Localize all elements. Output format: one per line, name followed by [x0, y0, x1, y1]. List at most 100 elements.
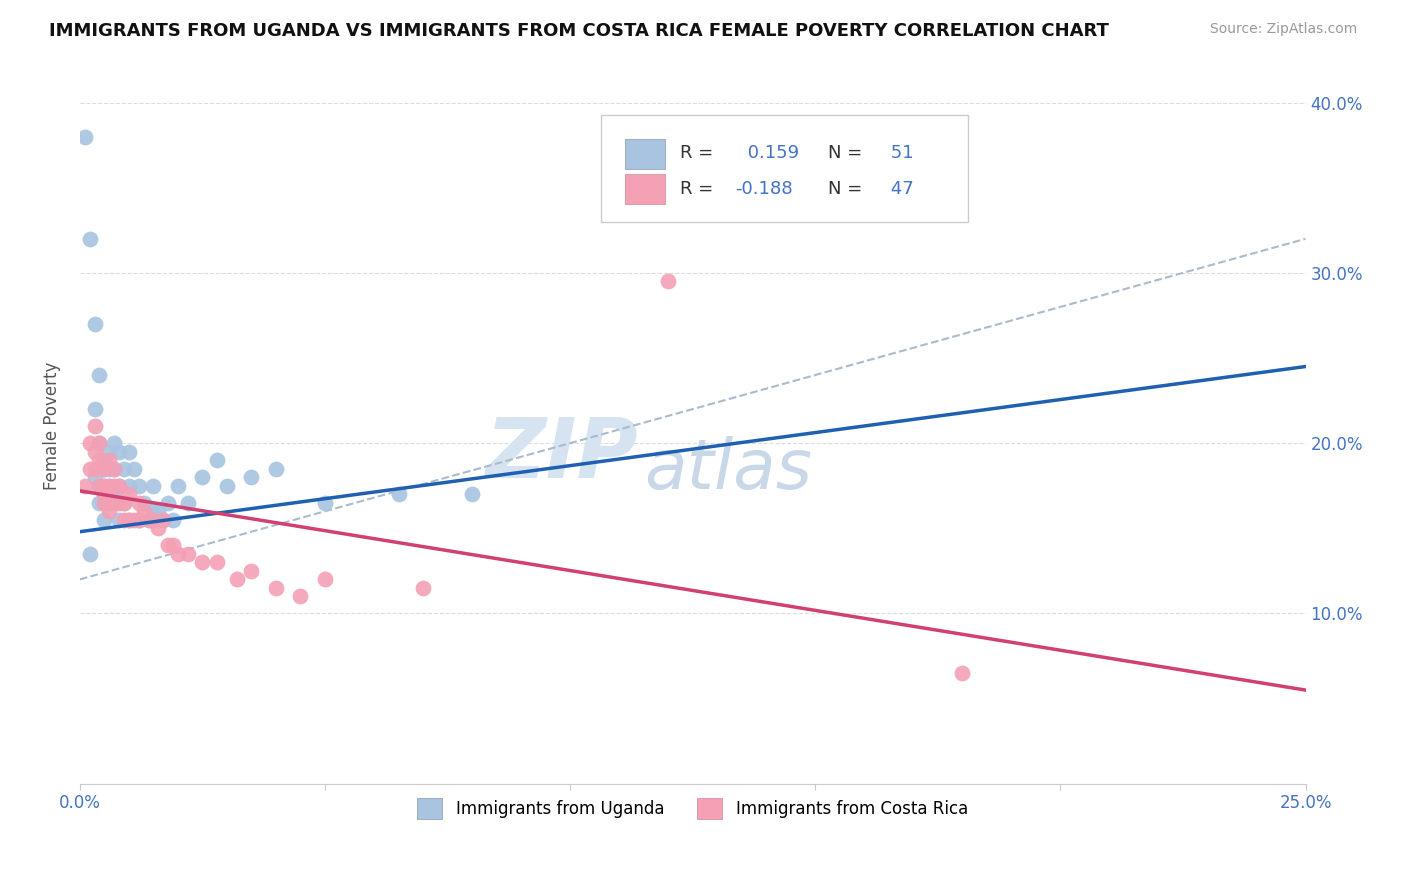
Text: R =: R =: [681, 179, 720, 198]
Point: [98, 504, 121, 518]
Point: [290, 590, 312, 604]
Point: [118, 513, 141, 527]
Point: [93, 487, 115, 501]
Point: [142, 504, 165, 518]
Text: R =: R =: [681, 144, 720, 162]
Point: [138, 513, 160, 527]
Point: [132, 504, 155, 518]
Point: [89, 368, 111, 382]
Point: [122, 461, 145, 475]
Point: [112, 461, 135, 475]
Point: [83, 470, 105, 484]
Point: [264, 581, 287, 595]
Point: [98, 479, 121, 493]
Point: [461, 487, 484, 501]
Point: [205, 453, 228, 467]
Point: [108, 479, 131, 493]
Point: [162, 513, 184, 527]
Point: [93, 513, 115, 527]
Point: [89, 453, 111, 467]
Point: [950, 666, 973, 681]
Point: [98, 496, 121, 510]
Point: [118, 444, 141, 458]
Text: 0.159: 0.159: [742, 144, 799, 162]
Point: [148, 521, 170, 535]
Text: ZIP: ZIP: [485, 414, 637, 495]
Point: [93, 461, 115, 475]
Point: [240, 470, 263, 484]
Point: [657, 274, 679, 288]
Point: [98, 479, 121, 493]
Text: N =: N =: [828, 179, 868, 198]
Point: [240, 564, 263, 578]
Point: [412, 581, 434, 595]
Point: [79, 461, 101, 475]
Point: [148, 504, 170, 518]
Point: [93, 479, 115, 493]
Point: [79, 436, 101, 450]
Point: [387, 487, 409, 501]
Point: [152, 513, 174, 527]
Point: [112, 513, 135, 527]
Point: [314, 496, 336, 510]
Point: [73, 479, 96, 493]
Text: N =: N =: [828, 144, 868, 162]
Point: [142, 513, 165, 527]
Point: [79, 547, 101, 561]
Point: [128, 479, 150, 493]
Point: [112, 496, 135, 510]
Point: [103, 479, 125, 493]
Text: 51: 51: [886, 144, 914, 162]
Point: [138, 513, 160, 527]
Point: [98, 461, 121, 475]
Point: [83, 444, 105, 458]
Point: [89, 436, 111, 450]
Point: [108, 513, 131, 527]
Text: Source: ZipAtlas.com: Source: ZipAtlas.com: [1209, 22, 1357, 37]
Y-axis label: Female Poverty: Female Poverty: [44, 362, 60, 491]
Point: [93, 479, 115, 493]
Point: [205, 555, 228, 569]
Point: [108, 479, 131, 493]
Point: [157, 496, 180, 510]
Point: [103, 496, 125, 510]
Point: [142, 479, 165, 493]
Point: [93, 496, 115, 510]
Text: 47: 47: [886, 179, 914, 198]
FancyBboxPatch shape: [626, 138, 665, 169]
Point: [128, 496, 150, 510]
Point: [83, 419, 105, 434]
Point: [108, 444, 131, 458]
Point: [83, 317, 105, 331]
Point: [225, 573, 247, 587]
Point: [177, 547, 200, 561]
Point: [191, 470, 214, 484]
Point: [93, 453, 115, 467]
Point: [103, 461, 125, 475]
Point: [128, 513, 150, 527]
Point: [83, 461, 105, 475]
Point: [314, 573, 336, 587]
Point: [89, 436, 111, 450]
Point: [93, 461, 115, 475]
Point: [167, 547, 190, 561]
Point: [83, 402, 105, 417]
Point: [93, 496, 115, 510]
Point: [103, 461, 125, 475]
Point: [152, 513, 174, 527]
Point: [89, 479, 111, 493]
Text: -0.188: -0.188: [735, 179, 793, 198]
Point: [191, 555, 214, 569]
Point: [118, 487, 141, 501]
Text: IMMIGRANTS FROM UGANDA VS IMMIGRANTS FROM COSTA RICA FEMALE POVERTY CORRELATION : IMMIGRANTS FROM UGANDA VS IMMIGRANTS FRO…: [49, 22, 1109, 40]
Point: [108, 496, 131, 510]
Text: atlas: atlas: [644, 435, 811, 502]
Point: [103, 487, 125, 501]
Point: [118, 513, 141, 527]
Point: [122, 513, 145, 527]
Point: [98, 444, 121, 458]
Point: [112, 496, 135, 510]
Point: [103, 436, 125, 450]
FancyBboxPatch shape: [626, 174, 665, 204]
Point: [89, 479, 111, 493]
